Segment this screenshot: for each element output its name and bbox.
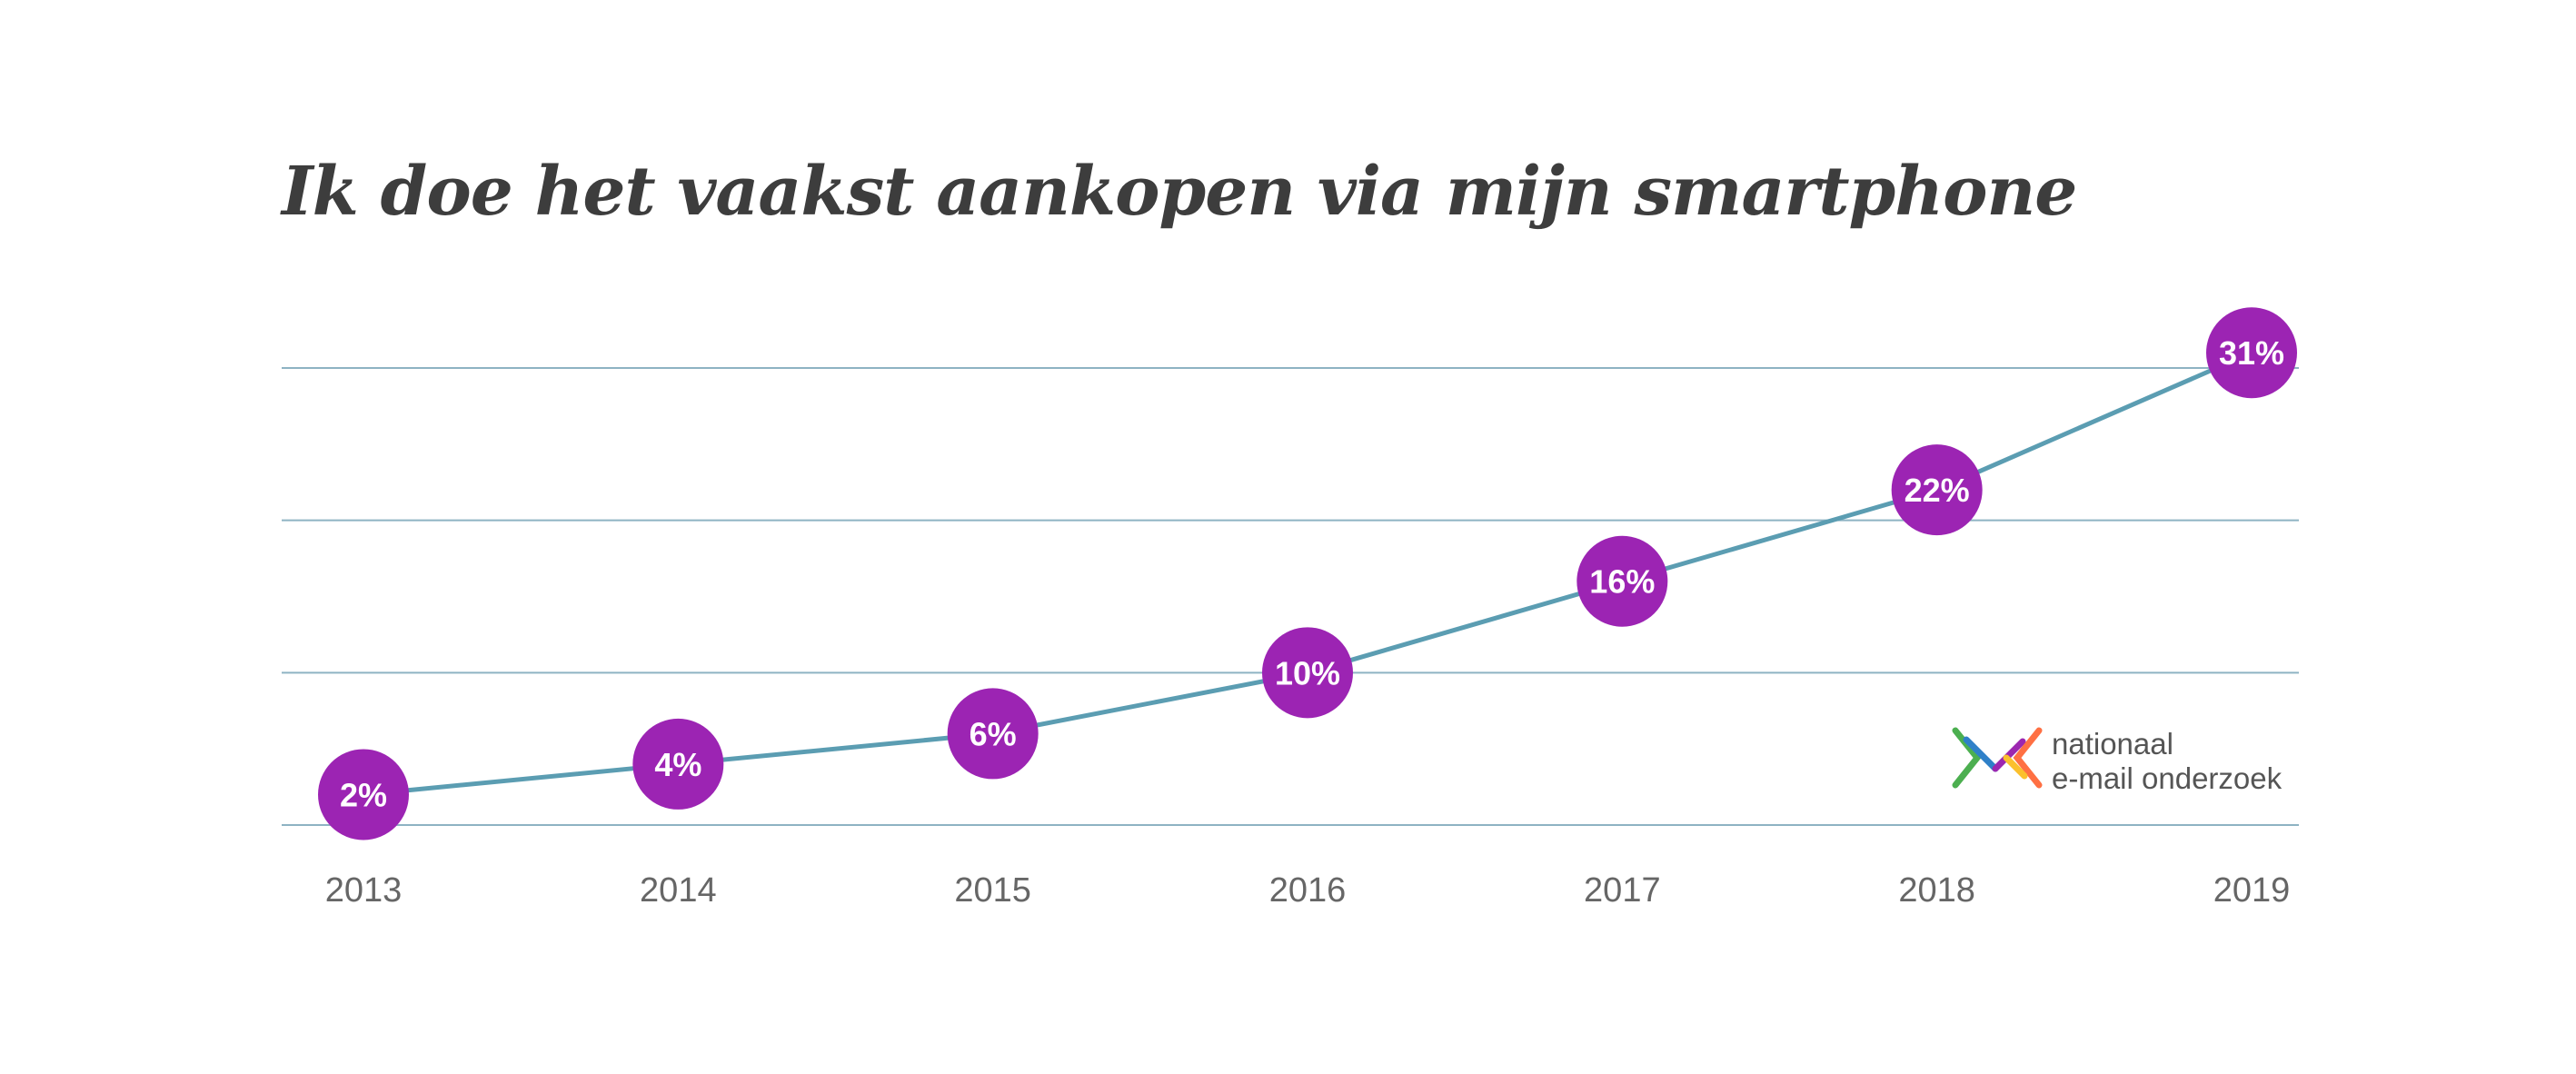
x-tick-label-2016: 2016 xyxy=(1269,871,1347,910)
data-markers: 2% 4% 6% 10% 16% 22% 31% xyxy=(318,307,2297,840)
envelope-logo-icon xyxy=(1952,727,2043,789)
data-point-2018 xyxy=(1891,444,1983,536)
data-point-2014 xyxy=(632,718,724,810)
x-tick-label-2014: 2014 xyxy=(640,871,717,910)
brand-line-2: e-mail onderzoek xyxy=(2052,761,2283,795)
data-label-2016: 10% xyxy=(1275,654,1340,691)
data-point-2015 xyxy=(947,688,1039,780)
data-label-2013: 2% xyxy=(340,776,387,813)
data-point-2016 xyxy=(1262,627,1353,719)
data-point-2019 xyxy=(2206,307,2297,399)
x-axis-ticks: 2013 2014 2015 2016 2017 2018 2019 xyxy=(325,871,2291,910)
chart-title: Ik doe het vaakst aankopen via mijn smar… xyxy=(282,153,2077,231)
data-point-2017 xyxy=(1576,535,1668,627)
data-label-2017: 16% xyxy=(1589,563,1655,601)
data-label-2014: 4% xyxy=(654,746,701,783)
data-label-2018: 22% xyxy=(1905,472,1970,509)
x-tick-label-2017: 2017 xyxy=(1584,871,1661,910)
brand-logo: nationaal e-mail onderzoek xyxy=(1952,727,2315,800)
x-tick-label-2015: 2015 xyxy=(954,871,1031,910)
brand-line-1: nationaal xyxy=(2052,727,2173,761)
x-tick-label-2018: 2018 xyxy=(1898,871,1975,910)
data-point-2013 xyxy=(318,749,409,840)
data-label-2019: 31% xyxy=(2219,334,2284,372)
brand-text: nationaal e-mail onderzoek xyxy=(2052,727,2282,796)
x-tick-label-2019: 2019 xyxy=(2213,871,2291,910)
x-tick-label-2013: 2013 xyxy=(325,871,403,910)
data-label-2015: 6% xyxy=(970,715,1017,752)
